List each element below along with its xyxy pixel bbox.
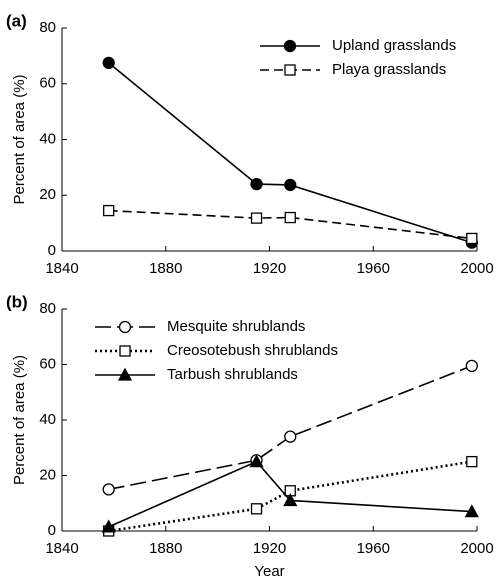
series-line bbox=[108, 62, 473, 244]
marker bbox=[283, 493, 298, 507]
x-tick-label: 1840 bbox=[45, 260, 78, 277]
y-tick-label: 80 bbox=[39, 19, 56, 36]
series-line bbox=[108, 209, 472, 240]
x-tick-label: 1840 bbox=[45, 540, 78, 557]
y-axis-label: Percent of area (%) bbox=[11, 74, 28, 204]
legend-label: Mesquite shrublands bbox=[167, 318, 305, 335]
x-tick-label: 1880 bbox=[149, 260, 182, 277]
legend-marker bbox=[284, 64, 296, 76]
x-tick-label: 1920 bbox=[253, 260, 286, 277]
marker bbox=[464, 504, 479, 518]
x-tick-label: 2000 bbox=[460, 260, 493, 277]
x-axis-label: Year bbox=[254, 563, 284, 580]
x-tick-label: 1920 bbox=[253, 540, 286, 557]
y-tick-label: 20 bbox=[39, 186, 56, 203]
marker bbox=[284, 430, 297, 443]
y-tick-label: 40 bbox=[39, 411, 56, 428]
x-tick-label: 1880 bbox=[149, 540, 182, 557]
marker bbox=[102, 56, 115, 69]
x-tick-label: 1960 bbox=[357, 260, 390, 277]
legend-marker bbox=[117, 367, 133, 381]
panel-label: (a) bbox=[6, 11, 27, 30]
marker bbox=[284, 178, 297, 192]
marker bbox=[250, 503, 263, 515]
y-tick-label: 0 bbox=[48, 522, 56, 539]
marker bbox=[250, 212, 263, 224]
marker bbox=[284, 211, 296, 224]
y-tick-label: 60 bbox=[39, 75, 56, 92]
marker bbox=[250, 177, 263, 191]
x-tick-label: 2000 bbox=[460, 540, 493, 557]
x-tick-label: 1960 bbox=[357, 540, 390, 557]
marker bbox=[249, 454, 264, 468]
legend-label: Upland grasslands bbox=[332, 37, 456, 54]
panel-label: (b) bbox=[6, 292, 28, 311]
legend-marker bbox=[283, 39, 297, 53]
marker bbox=[103, 204, 115, 217]
y-axis-label: Percent of area (%) bbox=[11, 355, 28, 485]
y-tick-label: 60 bbox=[39, 355, 56, 372]
legend-marker bbox=[118, 320, 132, 334]
y-tick-label: 20 bbox=[39, 466, 56, 483]
series-line bbox=[108, 365, 473, 491]
marker bbox=[465, 359, 478, 373]
legend-marker bbox=[119, 345, 131, 357]
y-tick-label: 80 bbox=[39, 300, 56, 317]
legend-label: Tarbush shrublands bbox=[167, 366, 298, 383]
y-tick-label: 40 bbox=[39, 130, 56, 147]
y-tick-label: 0 bbox=[48, 242, 56, 259]
marker bbox=[466, 232, 478, 245]
marker bbox=[101, 519, 116, 533]
series-line bbox=[108, 460, 472, 528]
legend-label: Creosotebush shrublands bbox=[167, 342, 338, 359]
marker bbox=[102, 483, 115, 496]
marker bbox=[466, 455, 478, 468]
legend-label: Playa grasslands bbox=[332, 61, 446, 78]
